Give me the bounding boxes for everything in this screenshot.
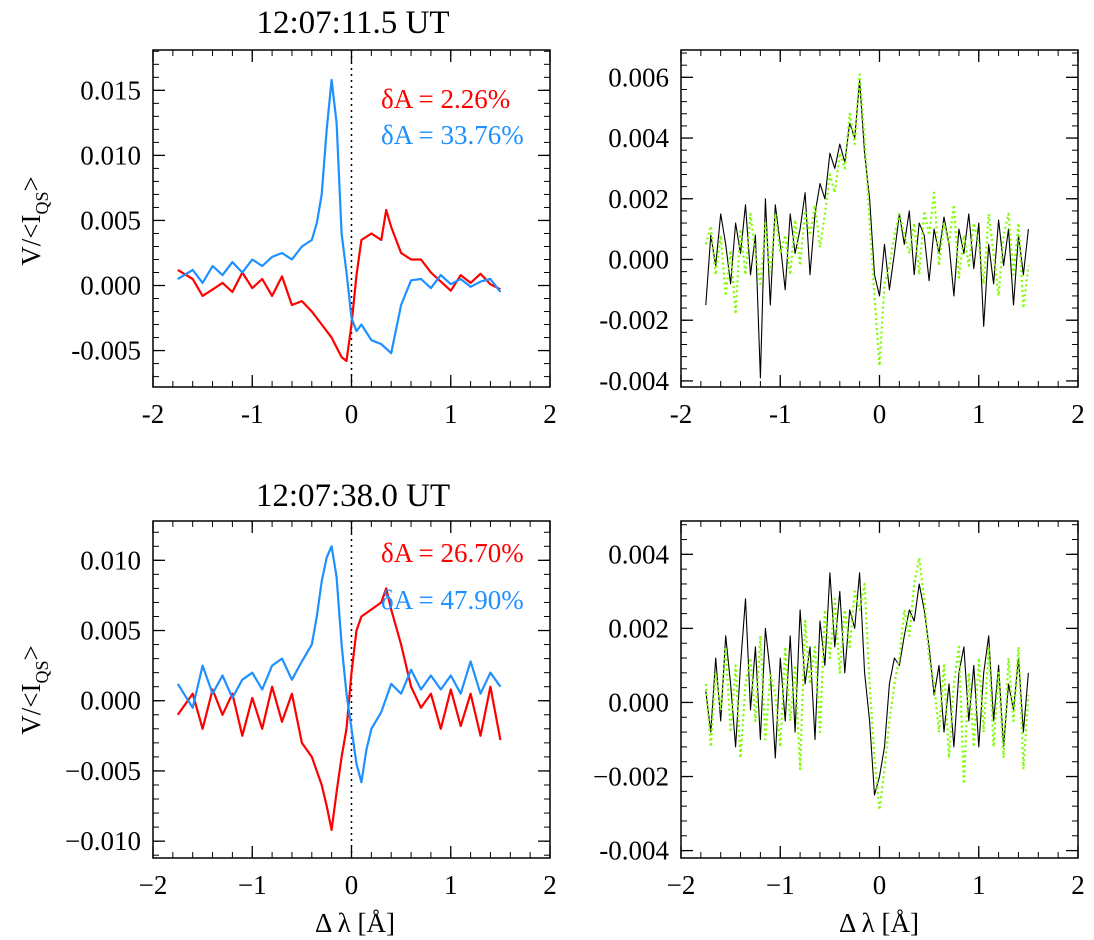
annotation-red-top-left: δA = 2.26% bbox=[381, 84, 510, 114]
x-tick-label: 0 bbox=[345, 399, 359, 429]
y-tick-label: -0.004 bbox=[599, 836, 669, 866]
y-tick-label: 0.015 bbox=[80, 75, 141, 105]
y-tick-label: 0.004 bbox=[608, 123, 669, 153]
y-tick-label: −0.010 bbox=[65, 826, 141, 856]
chart-marks-bottom-right: −2 −1 0 1 2 -0.004 −0.002 0.000 0.002 0.004 bbox=[593, 521, 1085, 900]
y-tick-label: 0.000 bbox=[608, 244, 669, 274]
x-tick-label: 1 bbox=[444, 870, 458, 900]
y-tick-label: 0.002 bbox=[608, 184, 669, 214]
series-line-0 bbox=[176, 587, 502, 832]
y-tick-label: -0.005 bbox=[71, 336, 141, 366]
x-tick-label: 2 bbox=[1071, 870, 1085, 900]
annotation-blue-bottom-left: δA = 47.90% bbox=[381, 585, 524, 615]
panel-title-bottom-left: 12:07:38.0 UT bbox=[256, 478, 450, 514]
x-tick-label: 0 bbox=[873, 399, 887, 429]
x-tick-label: 1 bbox=[972, 399, 986, 429]
y-tick-label: 0.006 bbox=[608, 62, 669, 92]
x-tick-label: −1 bbox=[766, 870, 795, 900]
x-tick-label: 1 bbox=[444, 399, 458, 429]
annotation-blue-top-left: δA = 33.76% bbox=[381, 120, 524, 150]
x-tick-label: 0 bbox=[345, 870, 359, 900]
y-tick-label: 0.005 bbox=[80, 205, 141, 235]
y-tick-label: -0.002 bbox=[599, 305, 669, 335]
chart-marks-top-right: -2 -1 0 1 2 -0.004 -0.002 0.000 0.002 0.004 0.006 bbox=[599, 50, 1085, 429]
x-tick-label: 2 bbox=[543, 870, 557, 900]
series-line-1 bbox=[177, 78, 502, 355]
x-tick-label: -1 bbox=[241, 399, 264, 429]
panel-top-right: -2 -1 0 1 2 -0.004 -0.002 0.000 0.002 0.004 0.006 bbox=[599, 49, 1085, 429]
x-tick-label: −2 bbox=[667, 870, 696, 900]
panel-title-top-left: 12:07:11.5 UT bbox=[256, 5, 449, 41]
x-tick-label: -2 bbox=[670, 399, 693, 429]
xlabel-bottom-right: Δ λ [Å] bbox=[839, 908, 919, 938]
x-tick-label: 0 bbox=[873, 870, 887, 900]
y-tick-label: 0.010 bbox=[80, 140, 141, 170]
y-tick-label: 0.000 bbox=[80, 686, 141, 716]
plot-frame-top-right bbox=[680, 49, 1079, 388]
x-tick-label: -2 bbox=[142, 399, 165, 429]
y-tick-label: 0.005 bbox=[80, 616, 141, 646]
x-tick-label: -1 bbox=[769, 399, 792, 429]
y-tick-label: −0.002 bbox=[593, 762, 669, 792]
y-tick-label: 0.002 bbox=[608, 613, 669, 643]
chart-marks-top-left: -2 -1 0 1 2 -0.005 0.000 0.005 0.010 0.015 bbox=[71, 50, 557, 429]
series-line-1 bbox=[176, 545, 502, 784]
x-tick-label: −1 bbox=[238, 870, 267, 900]
ylabel-top-left: V/<IQS> bbox=[16, 176, 52, 265]
y-tick-label: -0.004 bbox=[599, 366, 669, 396]
series-line-1 bbox=[704, 73, 1030, 367]
series-line-0 bbox=[705, 572, 1029, 796]
x-tick-label: 2 bbox=[543, 399, 557, 429]
panel-bottom-right: −2 −1 0 1 2 -0.004 −0.002 0.000 0.002 0.004 Δ λ [… bbox=[593, 520, 1085, 938]
series-line-0 bbox=[705, 79, 1029, 379]
annotation-red-bottom-left: δA = 26.70% bbox=[381, 538, 524, 568]
y-tick-label: 0.000 bbox=[80, 271, 141, 301]
x-tick-label: −2 bbox=[139, 870, 168, 900]
x-tick-label: 2 bbox=[1071, 399, 1085, 429]
series-line-1 bbox=[704, 556, 1030, 812]
series-line-0 bbox=[177, 208, 501, 363]
xlabel-bottom-left: Δ λ [Å] bbox=[315, 908, 395, 938]
y-tick-label: 0.000 bbox=[608, 687, 669, 717]
ylabel-bottom-left: V/<IQS> bbox=[16, 645, 52, 734]
y-tick-label: 0.004 bbox=[608, 539, 669, 569]
y-tick-label: −0.005 bbox=[65, 756, 141, 786]
chart-marks-bottom-left: −2 −1 0 1 2 −0.010 −0.005 0.000 0.005 0.010 bbox=[65, 521, 557, 900]
panel-top-left: 12:07:11.5 UT V/<IQS> -2 -1 0 1 2 -0.005 0.000… bbox=[16, 5, 557, 429]
y-tick-label: 0.010 bbox=[80, 545, 141, 575]
x-tick-label: 1 bbox=[972, 870, 986, 900]
panel-bottom-left: 12:07:38.0 UT V/<IQS> −2 −1 0 1 2 −0.010 −0.00… bbox=[16, 478, 557, 938]
